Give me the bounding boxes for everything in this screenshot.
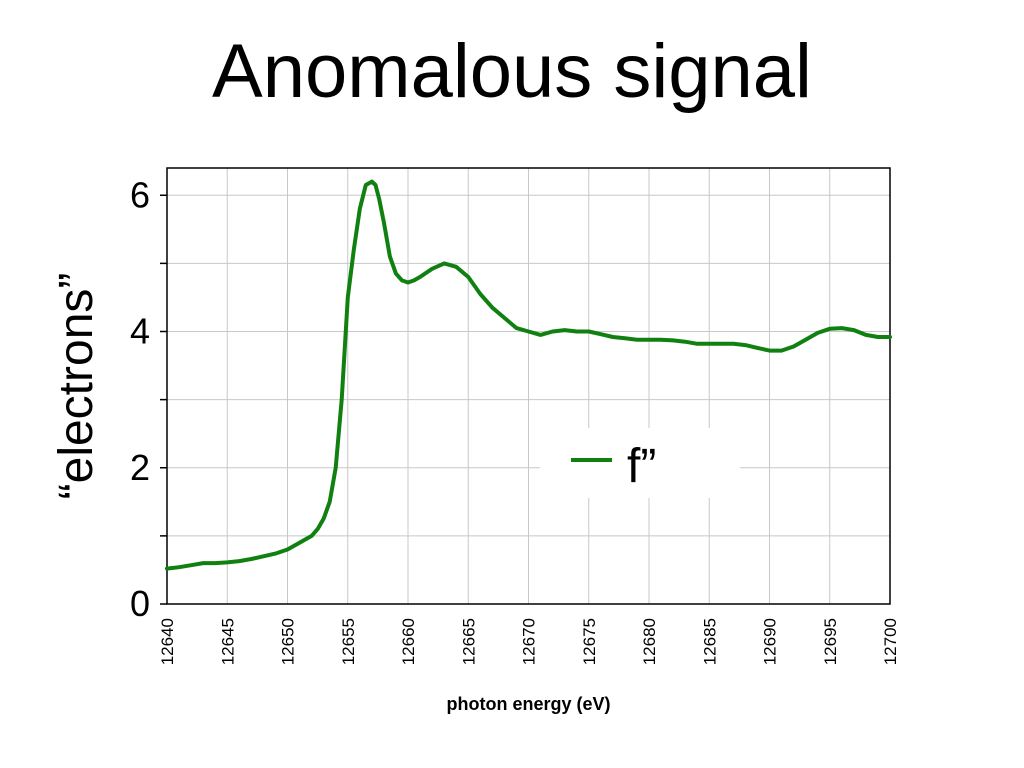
legend-label-f-double-prime: f”: [627, 440, 656, 493]
x-tick-label: 12650: [279, 618, 298, 665]
legend-background: [540, 428, 740, 498]
y-tick-label: 0: [130, 583, 150, 624]
x-tick-label: 12700: [881, 618, 900, 665]
y-tick-label: 4: [130, 311, 150, 352]
series-layer: [165, 179, 892, 571]
legend: f”: [540, 428, 740, 498]
x-axis-label: photon energy (eV): [446, 694, 610, 714]
x-tick-label: 12655: [339, 618, 358, 665]
y-tick-label: 2: [130, 447, 150, 488]
plot-area-border: [166, 167, 891, 605]
x-tick-label: 12695: [821, 618, 840, 665]
y-axis-tick-marks: [160, 194, 167, 605]
series-line-0: [165, 179, 892, 571]
x-tick-label: 12685: [700, 618, 719, 665]
x-tick-label: 12680: [640, 618, 659, 665]
x-tick-label: 12670: [520, 618, 539, 665]
x-tick-label: 12690: [761, 618, 780, 665]
y-tick-label: 6: [130, 174, 150, 215]
x-tick-label: 12645: [218, 618, 237, 665]
x-tick-label: 12675: [580, 618, 599, 665]
x-tick-label: 12640: [158, 618, 177, 665]
grid-lines: [166, 168, 891, 605]
x-axis-tick-labels: 12640 12645 12650 12655 12660 12665 12670 12675…: [158, 618, 900, 665]
slide-title: Anomalous signal: [212, 29, 812, 114]
x-tick-label: 12665: [459, 618, 478, 665]
x-tick-label: 12660: [399, 618, 418, 665]
y-axis-label: “electrons”: [50, 273, 103, 500]
y-axis-tick-labels: 0 2 4 6: [130, 174, 150, 624]
